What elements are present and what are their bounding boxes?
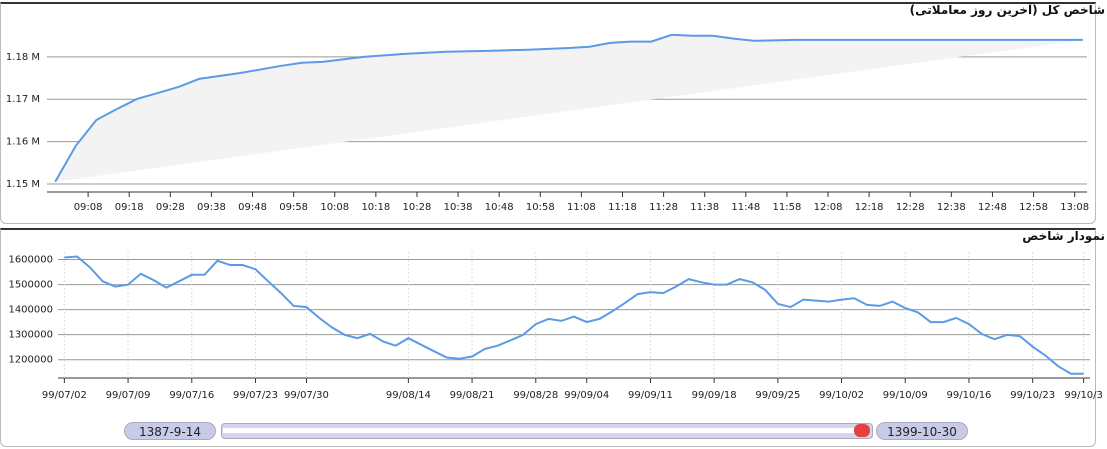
x-tick-label: 99/08/14 [386,390,431,401]
x-tick-label: 99/09/25 [755,390,800,401]
x-tick-label: 09:28 [156,202,185,213]
x-tick-label: 99/07/23 [233,390,278,401]
x-tick-label: 99/08/21 [450,390,495,401]
x-tick-label: 99/10/3 [1064,390,1103,401]
x-tick-label: 11:58 [773,202,802,213]
x-tick-label: 12:18 [855,202,884,213]
x-tick-label: 99/09/04 [564,390,609,401]
x-tick-label: 11:48 [731,202,760,213]
area-fill [55,34,1083,182]
panel-history [0,228,1096,447]
range-end[interactable]: 1399-10-30 [876,422,968,440]
chart-title: نمودار شاخص [1022,229,1105,243]
y-tick-label: 1400000 [8,305,53,316]
x-tick-label: 09:38 [197,202,226,213]
y-tick-label: 1.16 M [6,137,40,148]
x-tick-label: 10:28 [403,202,432,213]
panel-index [0,2,1096,224]
x-tick-label: 99/10/23 [1010,390,1055,401]
y-tick-label: 1600000 [8,255,53,266]
x-tick-label: 99/10/02 [819,390,864,401]
range-handle[interactable] [854,424,870,437]
x-tick-label: 10:38 [444,202,473,213]
x-tick-label: 09:48 [238,202,267,213]
x-tick-label: 99/07/30 [284,390,329,401]
x-tick-label: 09:18 [115,202,144,213]
x-tick-label: 12:48 [978,202,1007,213]
x-tick-label: 10:08 [320,202,349,213]
y-tick-label: 1.17 M [6,94,40,105]
y-tick-label: 1.15 M [6,179,40,190]
x-tick-label: 12:58 [1019,202,1048,213]
x-tick-label: 99/09/11 [628,390,673,401]
x-tick-label: 12:28 [896,202,925,213]
x-tick-label: 11:28 [649,202,678,213]
x-tick-label: 11:38 [690,202,719,213]
x-tick-label: 10:58 [526,202,555,213]
x-tick-label: 99/08/28 [513,390,558,401]
y-tick-label: 1500000 [8,280,53,291]
line [54,33,1083,183]
x-tick-label: 99/10/09 [883,390,928,401]
y-tick-label: 1300000 [8,330,53,341]
x-tick-label: 10:18 [361,202,390,213]
line [64,255,1084,375]
x-tick-label: 11:08 [567,202,596,213]
x-tick-label: 99/07/02 [42,390,87,401]
x-tick-label: 09:58 [279,202,308,213]
x-tick-label: 99/10/16 [947,390,992,401]
x-tick-label: 12:38 [937,202,966,213]
x-tick-label: 11:18 [608,202,637,213]
range-selection [223,428,863,433]
x-tick-label: 13:08 [1060,202,1089,213]
x-tick-label: 99/07/16 [169,390,214,401]
x-tick-label: 99/09/18 [692,390,737,401]
y-tick-label: 1200000 [8,355,53,366]
range-start[interactable]: 1387-9-14 [124,422,216,440]
x-tick-label: 12:08 [814,202,843,213]
y-tick-label: 1.18 M [6,52,40,63]
x-tick-label: 10:48 [485,202,514,213]
x-tick-label: 09:08 [74,202,103,213]
chart-title: شاخص کل (آخرین روز معاملاتی) [909,3,1105,17]
x-tick-label: 99/07/09 [106,390,151,401]
